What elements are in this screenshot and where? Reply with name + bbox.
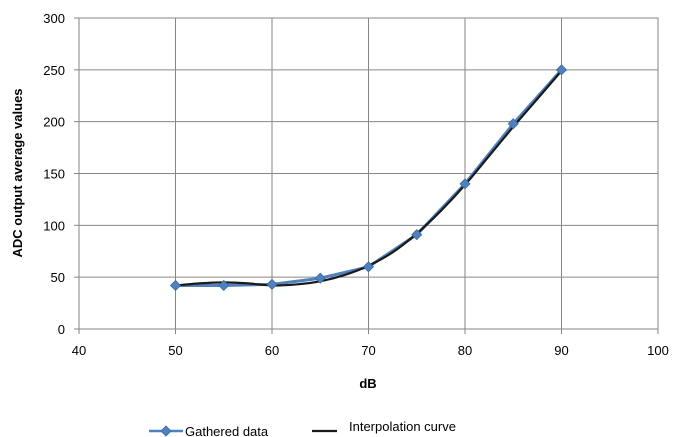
data-point-gathered-data <box>362 261 375 273</box>
x-tick-label: 50 <box>168 343 182 358</box>
legend-label-interpolation-curve: Interpolation curve <box>349 419 456 434</box>
series-layer <box>169 64 568 292</box>
legend-item-gathered-data: Gathered data <box>149 424 269 437</box>
y-tick-label: 250 <box>43 63 65 78</box>
y-tick-label: 300 <box>43 11 65 26</box>
x-tick-label: 100 <box>647 343 669 358</box>
data-point-gathered-data <box>459 178 471 190</box>
x-tick-label: 40 <box>72 343 86 358</box>
x-tick-label: 80 <box>458 343 472 358</box>
y-tick-label: 50 <box>51 270 65 285</box>
x-tick-label: 70 <box>361 343 375 358</box>
x-tick-labels: 40 50 60 70 80 90 100 <box>72 343 669 358</box>
y-axis-title: ADC output average values <box>10 88 25 257</box>
data-point-gathered-data <box>555 64 568 76</box>
data-point-gathered-data <box>411 229 423 241</box>
data-point-gathered-data <box>314 272 326 284</box>
data-point-gathered-data <box>169 279 182 292</box>
y-tick-label: 0 <box>58 322 65 337</box>
legend: Gathered data Interpolation curve <box>149 419 456 437</box>
legend-item-interpolation-curve: Interpolation curve <box>312 419 456 434</box>
y-tick-label: 200 <box>43 115 65 130</box>
legend-marker-diamond-icon <box>160 425 172 437</box>
data-point-gathered-data <box>266 278 278 290</box>
x-axis-title: dB <box>359 376 376 391</box>
y-tick-labels: 0 50 100 150 200 250 300 <box>43 11 65 337</box>
data-point-gathered-data <box>218 279 230 292</box>
y-tick-label: 100 <box>43 218 65 233</box>
legend-label-gathered-data: Gathered data <box>185 424 269 437</box>
x-tick-label: 90 <box>554 343 568 358</box>
x-tick-label: 60 <box>265 343 279 358</box>
data-point-gathered-data <box>507 118 519 130</box>
y-tick-label: 150 <box>43 167 65 182</box>
